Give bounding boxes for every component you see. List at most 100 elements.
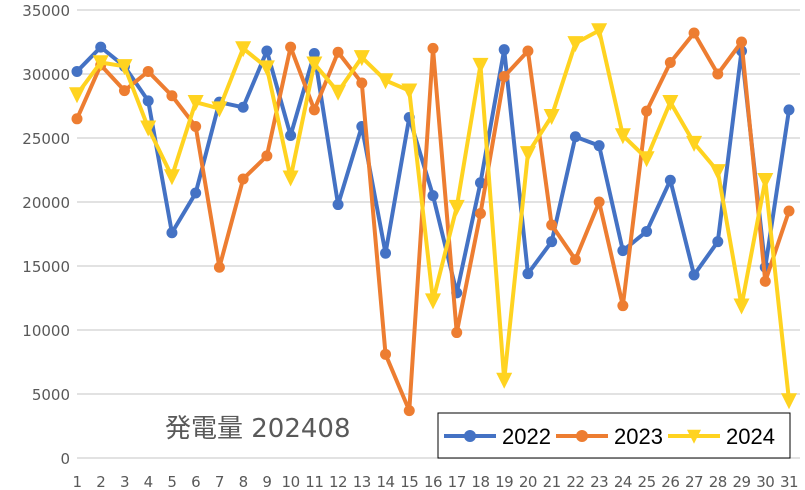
data-point-marker <box>235 41 252 58</box>
data-point-marker <box>664 56 676 68</box>
legend-item-2022: 2022 <box>444 424 551 449</box>
data-point-marker <box>498 71 510 83</box>
x-axis-ticks: 1 2 3 4 5 6 7 8 9 10 11 12 13 14 15 16 17 18 19 20 21 22 23 24 2… <box>72 473 798 490</box>
data-point-marker <box>142 65 154 77</box>
gridlines <box>77 9 800 459</box>
x-tick-label: 23 <box>590 473 608 490</box>
data-point-marker <box>356 77 368 89</box>
x-tick-label: 22 <box>566 473 584 490</box>
data-point-marker <box>116 59 133 76</box>
x-tick-label: 11 <box>305 473 323 490</box>
data-point-marker <box>69 87 85 104</box>
y-tick-label: 35000 <box>22 2 70 20</box>
y-tick-label: 15000 <box>22 258 70 276</box>
data-point-marker <box>781 393 797 410</box>
x-tick-label: 5 <box>167 473 176 490</box>
data-point-marker <box>332 46 344 58</box>
data-point-marker <box>522 268 534 280</box>
legend-box <box>437 412 791 459</box>
data-point-marker <box>641 105 653 117</box>
y-tick-label: 5000 <box>32 386 70 404</box>
data-point-marker <box>258 60 275 77</box>
x-tick-label: 6 <box>191 473 200 490</box>
data-point-marker <box>353 50 370 67</box>
legend-marker-icon <box>576 430 588 442</box>
series-2024 <box>69 23 797 410</box>
data-point-marker <box>71 65 83 77</box>
data-point-marker <box>591 23 608 40</box>
data-point-marker <box>187 94 204 111</box>
legend-marker-icon <box>687 429 701 444</box>
data-point-marker <box>285 41 297 53</box>
data-point-marker <box>71 113 83 125</box>
data-point-marker <box>567 36 584 53</box>
x-tick-label: 24 <box>614 473 632 490</box>
data-point-marker <box>638 151 655 168</box>
x-tick-label: 12 <box>329 473 347 490</box>
data-point-marker <box>712 236 724 248</box>
x-tick-label: 1 <box>72 473 81 490</box>
x-tick-label: 19 <box>495 473 513 490</box>
data-point-marker <box>757 173 774 190</box>
data-point-marker <box>166 90 178 102</box>
data-point-marker <box>140 120 157 137</box>
x-tick-label: 8 <box>239 473 248 490</box>
data-point-marker <box>330 84 347 101</box>
legend-label: 2023 <box>614 424 663 449</box>
legend-item-2024: 2024 <box>668 424 775 449</box>
data-point-marker <box>237 101 249 113</box>
x-tick-label: 2 <box>96 473 105 490</box>
x-tick-label: 10 <box>282 473 300 490</box>
legend: 2022 2023 2024 <box>437 412 791 459</box>
data-point-marker <box>237 173 249 185</box>
data-point-marker <box>546 236 558 248</box>
data-point-marker <box>166 227 178 239</box>
data-point-marker <box>593 140 605 152</box>
x-tick-label: 29 <box>732 473 750 490</box>
chart-title: 発電量 202408 <box>165 414 351 444</box>
series-lines <box>69 23 797 417</box>
series-line <box>75 45 791 295</box>
data-point-marker <box>474 177 486 189</box>
data-point-marker <box>380 348 392 360</box>
y-axis-ticks: 0 5000 10000 15000 20000 25000 30000 35000 <box>22 2 70 468</box>
series-2023 <box>71 27 795 417</box>
data-point-marker <box>759 275 771 287</box>
data-point-marker <box>546 219 558 231</box>
data-point-marker <box>427 190 439 202</box>
data-point-marker <box>783 104 795 116</box>
data-point-marker <box>688 269 700 281</box>
data-point-marker <box>641 225 653 237</box>
x-tick-label: 18 <box>471 473 489 490</box>
data-point-marker <box>190 120 202 132</box>
data-point-marker <box>448 199 465 216</box>
data-point-marker <box>425 293 441 310</box>
y-tick-label: 20000 <box>22 194 70 212</box>
legend-label: 2022 <box>502 424 551 449</box>
x-tick-label: 13 <box>353 473 371 490</box>
data-point-marker <box>427 42 439 54</box>
data-point-marker <box>736 36 748 48</box>
x-tick-label: 7 <box>215 473 224 490</box>
data-point-marker <box>95 41 107 53</box>
data-point-marker <box>306 56 323 73</box>
y-tick-label: 0 <box>60 450 70 468</box>
x-tick-label: 25 <box>638 473 656 490</box>
data-point-marker <box>783 205 795 217</box>
data-point-marker <box>474 208 486 220</box>
data-point-marker <box>377 73 394 90</box>
data-point-marker <box>543 109 560 126</box>
data-point-marker <box>522 45 534 57</box>
y-tick-label: 10000 <box>22 322 70 340</box>
legend-item-2023: 2023 <box>556 424 663 449</box>
data-point-marker <box>401 83 418 100</box>
data-point-marker <box>712 68 724 80</box>
data-point-marker <box>308 104 320 116</box>
data-point-marker <box>285 129 297 141</box>
x-tick-label: 4 <box>144 473 153 490</box>
x-tick-label: 27 <box>685 473 703 490</box>
data-point-marker <box>617 245 629 257</box>
x-tick-label: 17 <box>448 473 466 490</box>
x-tick-label: 16 <box>424 473 442 490</box>
